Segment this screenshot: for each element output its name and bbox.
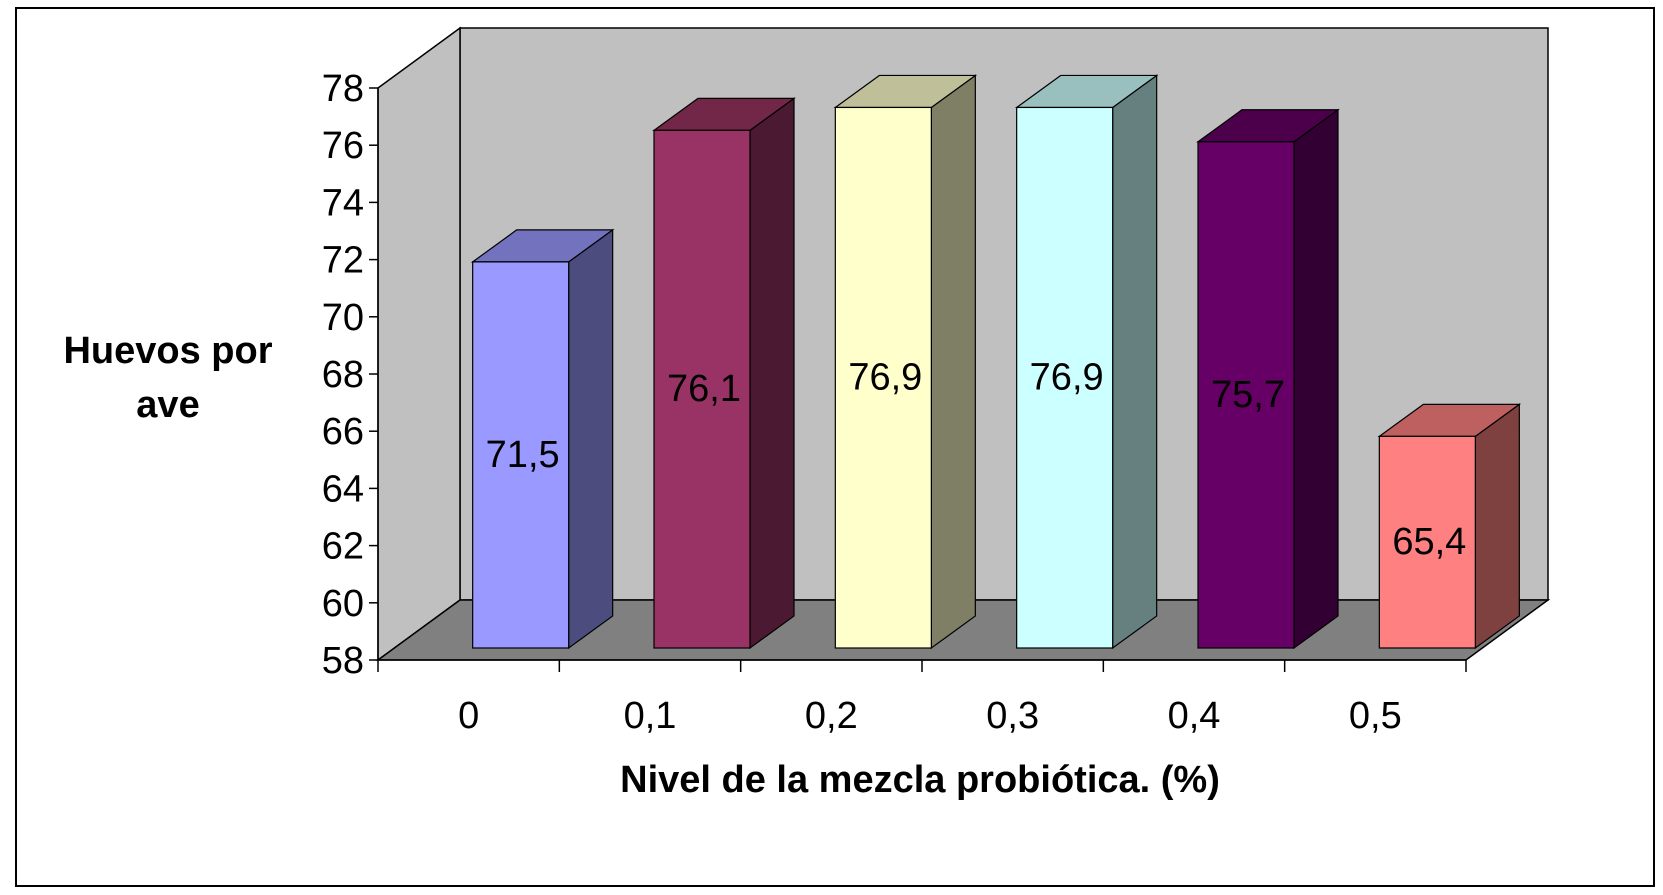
x-tick-label: 0 xyxy=(458,695,479,737)
data-label: 76,1 xyxy=(667,368,741,410)
y-tick-label: 60 xyxy=(322,583,364,625)
bar-group xyxy=(1014,74,1159,650)
bar-group xyxy=(1377,403,1522,650)
x-tick-label: 0,5 xyxy=(1349,695,1402,737)
y-tick-label: 76 xyxy=(322,125,364,167)
y-axis: 58 60 62 64 66 68 70 72 74 76 78 xyxy=(322,68,379,682)
data-label: 65,4 xyxy=(1392,521,1466,563)
bar xyxy=(834,106,932,649)
bars xyxy=(470,74,1522,650)
y-tick-label: 62 xyxy=(322,526,364,568)
y-axis-title-line1: Huevos por xyxy=(63,330,272,372)
y-tick-label: 70 xyxy=(322,297,364,339)
bar xyxy=(1016,106,1114,649)
bar-group xyxy=(833,74,978,650)
y-tick-label: 74 xyxy=(322,182,364,224)
bar-group xyxy=(1196,108,1340,650)
y-tick-label: 64 xyxy=(322,468,364,510)
data-label: 71,5 xyxy=(486,434,560,476)
y-tick-label: 78 xyxy=(322,68,364,110)
y-tick-label: 66 xyxy=(322,411,364,453)
bar-side xyxy=(1474,403,1520,650)
bar-side xyxy=(930,74,976,650)
data-label: 75,7 xyxy=(1211,374,1285,416)
data-label: 76,9 xyxy=(848,357,922,399)
x-tick-label: 0,1 xyxy=(624,695,677,737)
bar xyxy=(653,129,751,649)
bar xyxy=(1197,141,1295,649)
x-axis: 0 0,1 0,2 0,3 0,4 0,5 xyxy=(377,659,1467,737)
bar xyxy=(472,261,570,649)
bar xyxy=(1378,435,1476,649)
x-tick-label: 0,4 xyxy=(1168,695,1221,737)
y-tick-label: 68 xyxy=(322,354,364,396)
bar-side xyxy=(1293,108,1339,650)
x-tick-label: 0,3 xyxy=(986,695,1039,737)
bar-side xyxy=(749,97,795,650)
data-labels: 71,5 76,1 76,9 76,9 75,7 65,4 xyxy=(486,357,1467,563)
bar-group xyxy=(652,97,796,650)
bar-group xyxy=(470,228,615,650)
bar-side xyxy=(1112,74,1158,650)
x-tick-label: 0,2 xyxy=(805,695,858,737)
y-tick-label: 58 xyxy=(322,640,364,682)
y-axis-title-line2: ave xyxy=(136,384,199,426)
x-axis-title: Nivel de la mezcla probiótica. (%) xyxy=(620,759,1220,801)
side-wall xyxy=(377,26,461,662)
y-tick-label: 72 xyxy=(322,240,364,282)
bar-side xyxy=(568,228,614,650)
data-label: 76,9 xyxy=(1030,357,1104,399)
